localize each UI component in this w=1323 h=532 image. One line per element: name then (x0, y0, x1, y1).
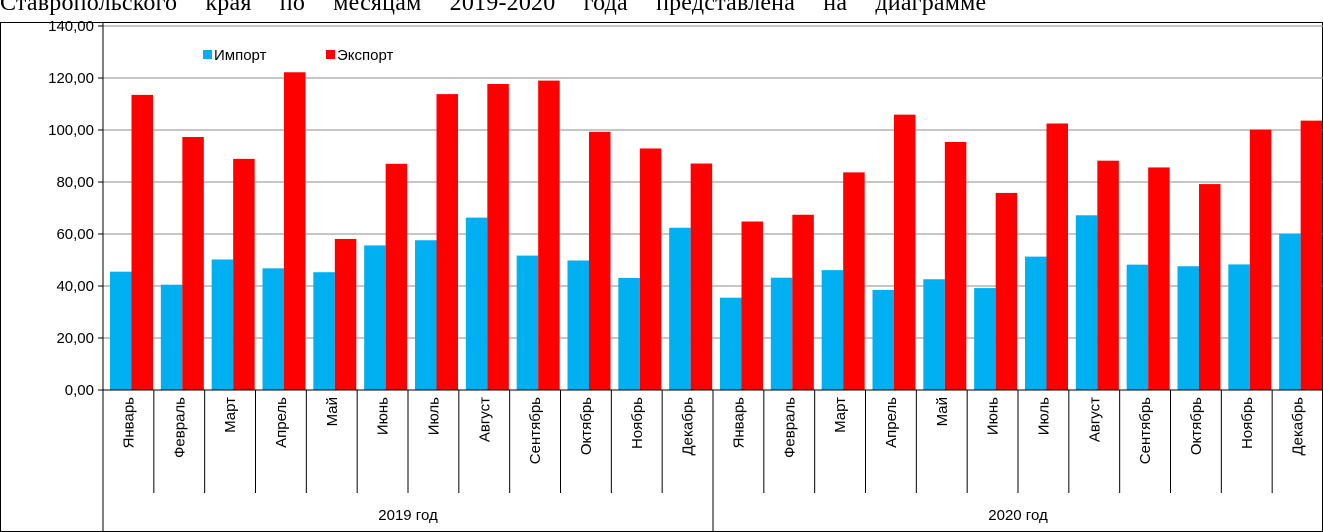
x-category-label: Февраль (781, 397, 798, 458)
import-bar (110, 271, 132, 390)
x-axis-group-labels: 2019 год 2020 год (378, 507, 1048, 524)
import-bar (974, 288, 996, 390)
export-bar (894, 114, 916, 390)
import-bar (465, 217, 488, 390)
export-bar (1249, 129, 1272, 391)
export-bar (131, 94, 153, 391)
import-bar (364, 245, 386, 390)
y-tick-label: 40,00 (56, 278, 94, 295)
import-bar (669, 227, 691, 390)
import-bar (1025, 256, 1047, 390)
import-bar (872, 289, 894, 390)
export-bar (589, 131, 611, 390)
export-bar (1300, 120, 1323, 390)
export-bar (741, 221, 763, 390)
legend-swatch-export (326, 50, 335, 59)
import-bar (770, 277, 793, 390)
export-bar (1046, 123, 1068, 390)
y-tick-label: 120,00 (48, 70, 94, 87)
export-bar (843, 172, 865, 390)
axes (98, 22, 1323, 531)
import-bar (618, 277, 640, 390)
export-bar (690, 163, 713, 390)
x-category-label: Январь (730, 397, 747, 449)
x-category-label: Январь (120, 397, 137, 449)
import-bar (211, 259, 234, 390)
x-category-label: Август (1086, 397, 1103, 442)
import-bar (720, 297, 742, 390)
export-bar (487, 83, 509, 390)
x-group-label: 2020 год (988, 507, 1048, 524)
import-bar (1126, 264, 1149, 390)
legend: Импорт Экспорт (203, 47, 393, 64)
y-tick-label: 140,00 (48, 18, 94, 35)
export-bar (334, 238, 357, 390)
x-group-label: 2019 год (378, 507, 438, 524)
x-category-label: Декабрь (680, 397, 697, 456)
x-category-label: Ноябрь (1239, 397, 1256, 449)
legend-label-import: Импорт (214, 47, 267, 64)
x-category-label: Июнь (375, 397, 392, 435)
x-category-label: Апрель (273, 397, 290, 448)
import-bar (1228, 264, 1250, 390)
export-bar (182, 137, 204, 390)
y-tick-label: 60,00 (56, 226, 94, 243)
import-bar (1177, 266, 1199, 390)
export-bar (1097, 160, 1119, 390)
y-tick-label: 20,00 (56, 330, 94, 347)
x-category-label: Март (222, 397, 239, 433)
x-category-label: Март (832, 397, 849, 433)
x-category-label: Сентябрь (1137, 397, 1154, 464)
x-category-label: Июль (425, 397, 442, 435)
bars (110, 72, 1323, 391)
x-category-label: Май (934, 397, 951, 426)
export-bar (792, 214, 814, 390)
x-category-label: Февраль (171, 397, 188, 458)
y-axis-tick-labels: 0,00 20,00 40,00 60,00 80,00 100,00 120,00 140,… (48, 18, 94, 399)
export-bar (995, 192, 1018, 390)
import-bar (516, 255, 539, 390)
export-bar (233, 158, 255, 390)
x-category-label: Сентябрь (527, 397, 544, 464)
export-bar (385, 163, 408, 390)
legend-swatch-import (203, 50, 212, 59)
y-tick-label: 0,00 (65, 382, 94, 399)
export-bar (436, 94, 458, 391)
x-category-label: Ноябрь (629, 397, 646, 449)
gridlines (103, 25, 1323, 339)
x-category-label: Май (324, 397, 341, 426)
x-category-label: Июль (1035, 397, 1052, 435)
export-bar (538, 80, 560, 390)
export-bar (944, 141, 967, 390)
document-text-above-chart: Ставропольского края по месяцам 2019-202… (0, 0, 987, 16)
import-bar (313, 272, 335, 390)
export-bar (1148, 167, 1170, 390)
x-category-label: Август (476, 397, 493, 442)
export-bar (284, 72, 306, 390)
export-bar (1199, 184, 1221, 390)
legend-label-export: Экспорт (337, 47, 393, 64)
import-bar (1279, 233, 1301, 390)
export-bar (639, 148, 662, 390)
import-bar (160, 284, 183, 390)
y-tick-label: 100,00 (48, 122, 94, 139)
import-bar (1075, 215, 1098, 390)
x-axis-category-labels: Январь Февраль Март Апрель Май Июнь Июль Август… (120, 397, 1306, 464)
x-category-label: Октябрь (1188, 397, 1205, 455)
x-category-label: Апрель (883, 397, 900, 448)
import-bar (567, 260, 589, 390)
y-tick-label: 80,00 (56, 174, 94, 191)
import-bar (262, 268, 284, 390)
import-bar (923, 279, 945, 390)
import-bar (821, 270, 844, 390)
x-category-label: Октябрь (578, 397, 595, 455)
x-category-label: Июнь (985, 397, 1002, 435)
x-category-label: Декабрь (1290, 397, 1307, 456)
import-bar (415, 240, 437, 390)
